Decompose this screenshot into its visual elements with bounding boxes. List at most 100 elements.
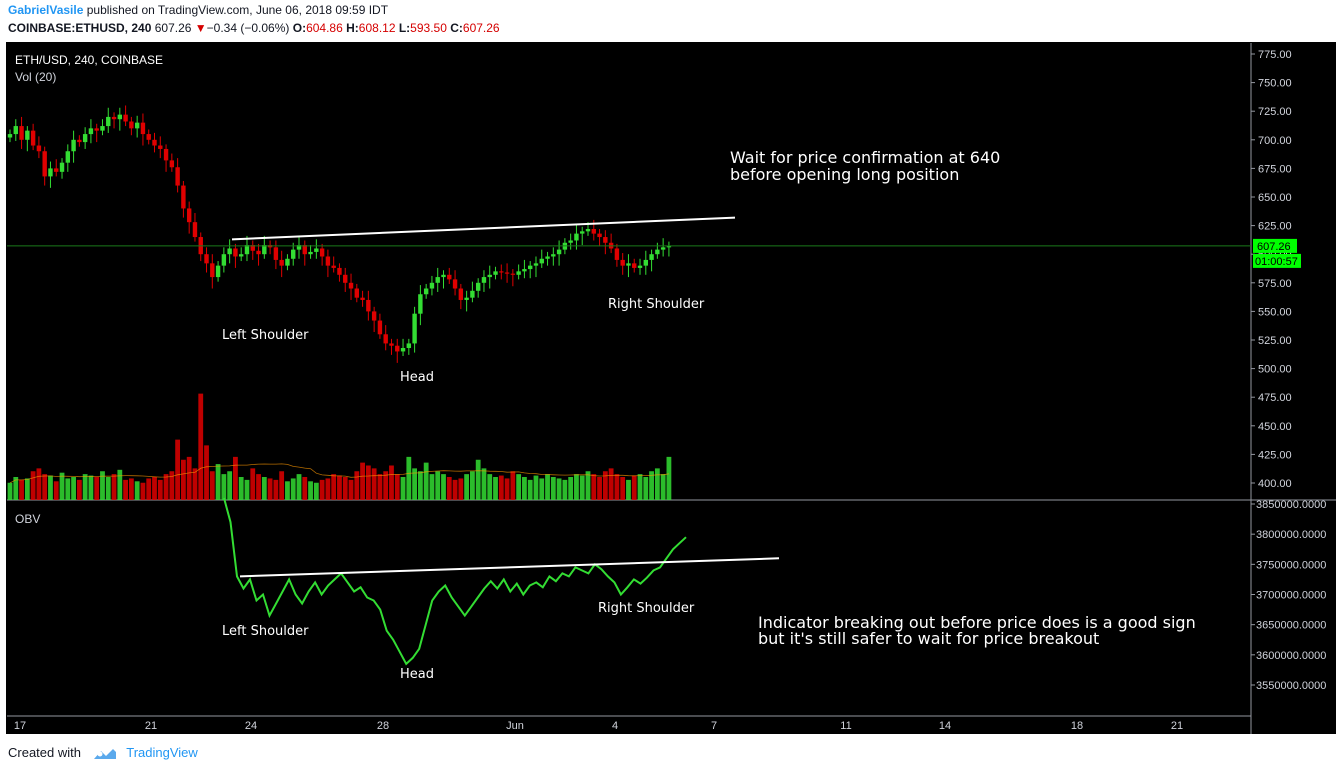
- price-tick-label: 575.00: [1258, 278, 1292, 290]
- volume-bar: [608, 468, 614, 500]
- candle-body: [215, 265, 221, 278]
- volume-bar: [238, 477, 244, 500]
- candle-body: [319, 248, 325, 257]
- down-arrow-icon: ▼: [194, 21, 207, 35]
- candle-body: [54, 168, 59, 172]
- note-bottom-line-1: Indicator breaking out before price does…: [758, 613, 1196, 632]
- candle-body: [533, 263, 539, 266]
- candle-body: [181, 185, 186, 209]
- candle-body: [528, 265, 533, 270]
- volume-bar: [134, 481, 140, 500]
- candle-body: [620, 259, 625, 266]
- candle-body: [371, 311, 377, 321]
- price-tick-label: 500.00: [1258, 364, 1292, 376]
- candle-body: [377, 320, 383, 335]
- volume-bar: [233, 456, 238, 500]
- candle-body: [71, 139, 76, 152]
- volume-bar: [498, 475, 504, 500]
- volume-bar: [209, 471, 215, 500]
- candle-body: [556, 249, 562, 255]
- candle-body: [325, 256, 331, 266]
- candle-body: [366, 299, 371, 312]
- publish-line: GabrielVasile published on TradingView.c…: [8, 3, 388, 17]
- candle-body: [331, 265, 336, 268]
- candle-body: [626, 263, 631, 266]
- candle-body: [285, 258, 290, 266]
- candle-body: [186, 208, 192, 223]
- candle-body: [262, 245, 267, 255]
- volume-bar: [157, 479, 163, 500]
- price-tick-label: 400.00: [1258, 478, 1292, 490]
- candle-body: [580, 231, 585, 234]
- volume-bar: [65, 478, 71, 500]
- candle-body: [204, 254, 209, 264]
- obv-tick-label: 3800000.0000: [1256, 529, 1326, 541]
- volume-bar: [354, 471, 360, 500]
- candle-body: [354, 288, 359, 298]
- obv-tick-label: 3550000.0000: [1256, 680, 1326, 692]
- candle-body: [25, 130, 30, 140]
- volume-bar: [36, 468, 42, 500]
- chart-frame[interactable]: [6, 42, 1336, 734]
- candle-body: [406, 343, 412, 349]
- volume-bar: [602, 471, 608, 500]
- volume-bar: [221, 474, 227, 500]
- candle-body: [123, 114, 128, 122]
- candle-body: [551, 254, 556, 257]
- candle-body: [256, 250, 261, 255]
- obv-tick-label: 3850000.0000: [1256, 499, 1326, 511]
- price-tick-label: 525.00: [1258, 335, 1292, 347]
- time-tick-label: 18: [1071, 720, 1083, 732]
- candle-body: [30, 130, 36, 146]
- ohlc-line: COINBASE:ETHUSD, 240 607.26 ▼−0.34 (−0.0…: [8, 21, 500, 35]
- volume-bar: [30, 471, 36, 500]
- close-label: C:: [450, 21, 463, 35]
- volume-bar: [516, 474, 522, 500]
- open-label: O:: [292, 21, 307, 35]
- candle-body: [666, 246, 672, 248]
- volume-bar: [53, 481, 59, 500]
- candle-body: [504, 272, 510, 274]
- published-text: published on TradingView.com, June 06, 2…: [86, 3, 389, 17]
- obv-right-shoulder-label: Right Shoulder: [598, 601, 695, 616]
- volume-bar: [400, 477, 406, 500]
- volume-bar: [244, 479, 250, 500]
- candle-body: [48, 168, 53, 177]
- price-tick-label: 725.00: [1258, 106, 1292, 118]
- volume-bar: [192, 468, 198, 500]
- volume-bar: [128, 478, 134, 500]
- candle-body: [649, 254, 654, 260]
- volume-bar: [48, 475, 53, 500]
- note-bottom-line-2: but it's still safer to wait for price b…: [758, 629, 1099, 648]
- candle-body: [597, 233, 602, 238]
- candle-body: [343, 274, 348, 283]
- candle-body: [458, 288, 464, 300]
- candle-body: [36, 145, 42, 152]
- obv-tick-label: 3650000.0000: [1256, 620, 1326, 632]
- volume-ma-line: [9, 463, 669, 484]
- candle-body: [140, 122, 146, 135]
- obv-tick-label: 3700000.0000: [1256, 590, 1326, 602]
- candle-body: [603, 237, 608, 243]
- candle-body: [227, 248, 232, 255]
- volume-bar: [319, 479, 325, 500]
- candle-body: [499, 271, 504, 273]
- price-neckline: [231, 216, 736, 241]
- author-link[interactable]: GabrielVasile: [8, 3, 84, 17]
- candle-body: [383, 334, 388, 344]
- candle-body: [522, 269, 527, 272]
- volume-bar: [539, 478, 545, 500]
- tradingview-brand-link[interactable]: TradingView: [126, 745, 198, 760]
- volume-bar: [643, 477, 649, 500]
- volume-bar: [198, 393, 204, 500]
- volume-bar: [325, 478, 331, 500]
- volume-bar: [7, 482, 13, 500]
- time-tick-label: 17: [14, 720, 26, 732]
- candle-body: [308, 251, 313, 255]
- volume-bar: [313, 482, 319, 500]
- candle-body: [464, 297, 469, 300]
- volume-bar: [452, 479, 458, 500]
- time-tick-label: 28: [377, 720, 389, 732]
- volume-bar: [24, 478, 30, 500]
